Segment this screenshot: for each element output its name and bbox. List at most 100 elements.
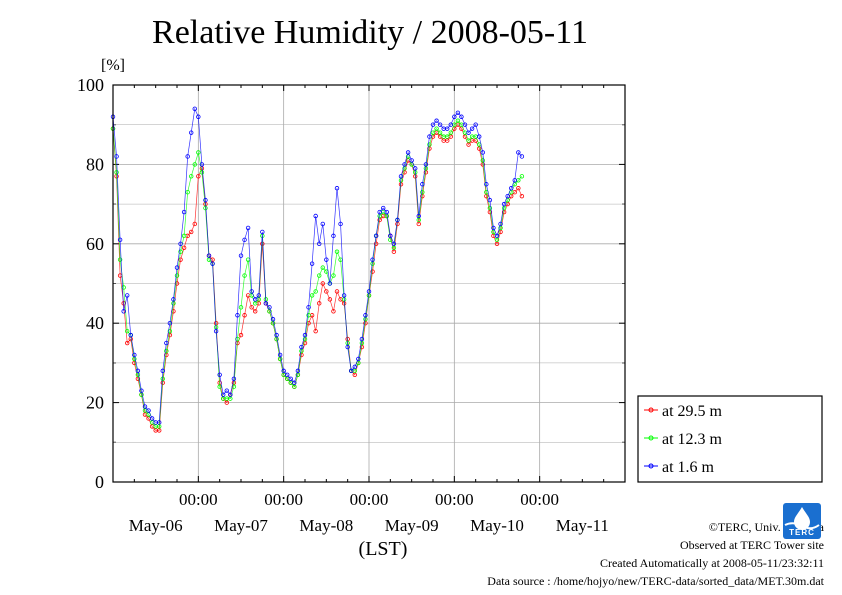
- data-point: [263, 301, 269, 306]
- data-point: [466, 130, 471, 135]
- data-point: [235, 336, 240, 342]
- legend-marker: [648, 463, 654, 469]
- data-point: [277, 352, 283, 358]
- data-point: [313, 213, 318, 219]
- data-point: [221, 392, 226, 397]
- data-point: [125, 328, 130, 334]
- data-point: [253, 297, 258, 302]
- data-point: [480, 158, 485, 163]
- x-day-label: May-06: [129, 516, 183, 535]
- data-point: [512, 178, 517, 183]
- data-point: [160, 368, 165, 374]
- data-point: [196, 150, 201, 155]
- data-point: [331, 273, 336, 278]
- data-point: [370, 257, 375, 262]
- data-point: [448, 122, 453, 127]
- data-point: [206, 253, 212, 258]
- data-point: [445, 126, 450, 131]
- y-tick-label: 0: [95, 472, 104, 492]
- data-point: [334, 249, 340, 254]
- data-point: [405, 150, 411, 155]
- series-line-1: [112, 120, 523, 427]
- data-point: [356, 356, 361, 362]
- data-point: [174, 273, 180, 278]
- x-day-label: May-09: [385, 516, 439, 535]
- data-point: [516, 150, 521, 155]
- data-point: [178, 241, 183, 246]
- plot-frame: [112, 84, 626, 483]
- data-point: [228, 392, 233, 397]
- y-tick-label: 100: [77, 75, 104, 95]
- data-point: [381, 205, 386, 211]
- data-point: [480, 150, 485, 155]
- data-point: [437, 130, 443, 135]
- chart-title: Relative Humidity / 2008-05-11: [152, 14, 588, 51]
- data-point: [199, 162, 205, 167]
- data-point: [459, 114, 464, 119]
- x-day-label: May-10: [470, 516, 524, 535]
- data-point: [249, 289, 254, 294]
- legend-marker: [648, 407, 654, 413]
- data-point: [267, 305, 272, 310]
- data-point: [199, 170, 205, 175]
- x-tick-label: 00:00: [520, 490, 559, 509]
- data-point: [292, 380, 297, 385]
- data-point: [430, 122, 436, 127]
- data-point: [373, 241, 379, 246]
- data-point: [139, 388, 144, 393]
- x-tick-label: 00:00: [179, 490, 218, 509]
- data-point: [445, 134, 450, 139]
- data-point: [171, 297, 176, 302]
- series-line-0: [112, 124, 523, 431]
- credit-created: Created Automatically at 2008-05-11/23:3…: [599, 556, 824, 570]
- data-point: [487, 205, 493, 211]
- data-point: [299, 344, 304, 350]
- data-point: [309, 293, 315, 298]
- data-point: [178, 249, 183, 254]
- data-point: [395, 217, 400, 223]
- data-point: [317, 273, 322, 278]
- data-point: [345, 344, 350, 350]
- data-point: [434, 126, 439, 131]
- data-point: [189, 174, 194, 179]
- data-point: [189, 130, 194, 135]
- data-point: [189, 229, 194, 235]
- data-point: [338, 221, 343, 227]
- y-axis-label: [%]: [101, 57, 125, 74]
- data-point: [505, 193, 510, 199]
- data-point: [114, 154, 119, 159]
- data-point: [167, 328, 173, 334]
- data-point: [427, 134, 432, 139]
- data-point: [238, 305, 244, 310]
- data-point: [146, 408, 151, 413]
- data-point: [253, 309, 258, 314]
- credit-observed: Observed at TERC Tower site: [679, 538, 824, 552]
- data-point: [125, 340, 130, 346]
- data-point: [334, 289, 340, 294]
- data-point: [313, 328, 318, 334]
- data-point: [121, 285, 126, 290]
- data-point: [448, 130, 453, 135]
- logo-label: TERC: [789, 528, 815, 537]
- data-point: [331, 233, 336, 239]
- data-point: [373, 233, 379, 239]
- data-point: [427, 142, 432, 147]
- y-tick-label: 60: [86, 234, 104, 254]
- data-point: [334, 186, 340, 191]
- data-point: [501, 201, 507, 207]
- data-point: [437, 122, 443, 127]
- data-point: [121, 309, 126, 314]
- data-point: [469, 126, 475, 131]
- data-point: [398, 174, 404, 179]
- series-line-2: [112, 107, 523, 423]
- data-point: [125, 293, 130, 298]
- data-point: [516, 186, 521, 191]
- legend-marker: [648, 435, 654, 441]
- data-point: [213, 328, 219, 334]
- data-point: [320, 265, 325, 270]
- x-tick-label: 00:00: [264, 490, 303, 509]
- x-day-label: May-08: [299, 516, 353, 535]
- data-point: [135, 368, 141, 374]
- y-tick-label: 20: [86, 393, 104, 413]
